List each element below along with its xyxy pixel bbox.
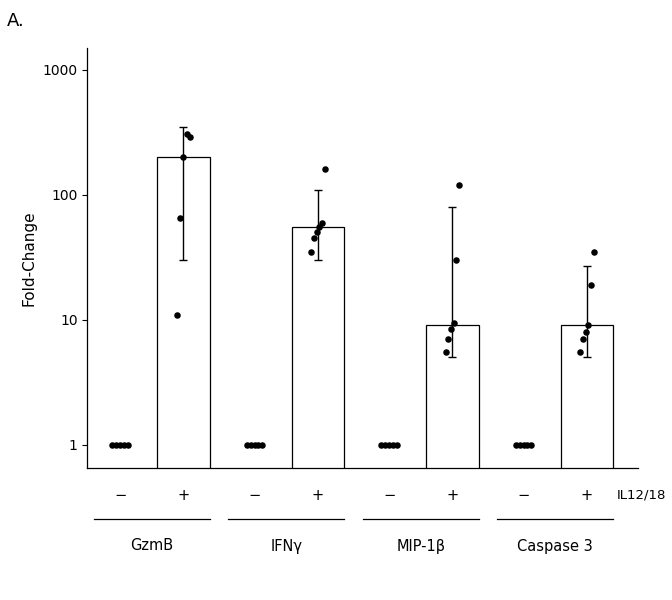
Point [518, 440, 529, 449]
Point [171, 310, 182, 319]
Point [241, 440, 252, 449]
Point [319, 164, 330, 174]
Text: +: + [581, 487, 593, 503]
Point [440, 347, 451, 357]
Point [175, 214, 185, 223]
Point [451, 256, 462, 265]
Point [245, 440, 256, 449]
Point [181, 129, 192, 139]
Bar [560, 325, 614, 600]
Text: +: + [177, 487, 190, 503]
Point [577, 334, 588, 344]
Point [257, 440, 267, 449]
Point [526, 440, 537, 449]
Text: IL12/18: IL12/18 [617, 488, 667, 502]
Bar [292, 227, 344, 600]
Text: MIP-1β: MIP-1β [396, 539, 446, 553]
Point [111, 440, 122, 449]
Point [522, 440, 533, 449]
Text: Caspase 3: Caspase 3 [517, 539, 593, 553]
Point [380, 440, 390, 449]
Point [185, 133, 196, 142]
Point [585, 280, 596, 290]
Text: +: + [446, 487, 458, 503]
Point [391, 440, 402, 449]
Bar [157, 157, 210, 600]
Point [446, 324, 456, 334]
Point [107, 440, 118, 449]
Point [388, 440, 398, 449]
Point [122, 440, 133, 449]
Point [308, 233, 319, 243]
Point [443, 334, 454, 344]
Text: A.: A. [7, 12, 24, 30]
Point [583, 320, 593, 330]
Point [118, 440, 129, 449]
Point [588, 247, 599, 257]
Point [514, 440, 525, 449]
Text: −: − [517, 487, 530, 503]
Point [376, 440, 387, 449]
Point [384, 440, 394, 449]
Text: −: − [114, 487, 126, 503]
Point [448, 318, 459, 328]
Text: +: + [312, 487, 324, 503]
Point [575, 347, 585, 357]
Text: −: − [383, 487, 395, 503]
Point [454, 180, 464, 190]
Y-axis label: Fold-Change: Fold-Change [22, 210, 37, 306]
Point [249, 440, 260, 449]
Point [306, 247, 317, 257]
Point [311, 227, 322, 237]
Text: IFNγ: IFNγ [270, 539, 302, 553]
Text: −: − [249, 487, 261, 503]
Point [317, 218, 327, 227]
Point [511, 440, 521, 449]
Point [580, 327, 591, 337]
Text: GzmB: GzmB [130, 539, 173, 553]
Point [314, 223, 325, 232]
Point [253, 440, 264, 449]
Point [115, 440, 126, 449]
Bar [426, 325, 479, 600]
Point [178, 152, 189, 162]
